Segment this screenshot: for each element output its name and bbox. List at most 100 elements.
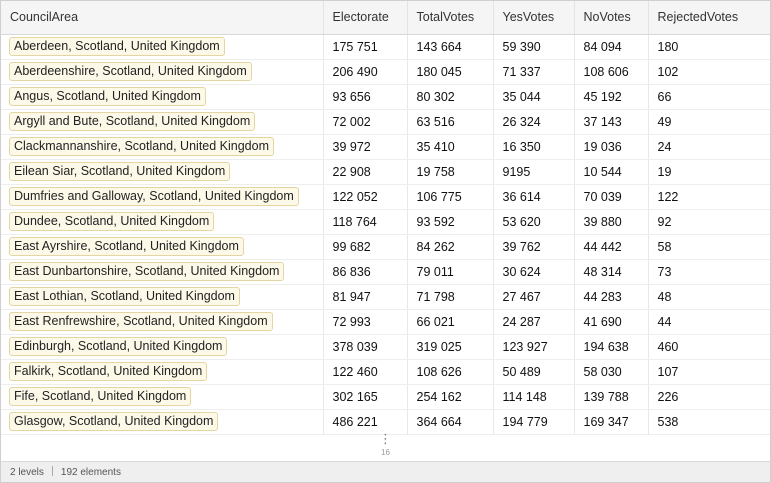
cell-councilarea: East Dunbartonshire, Scotland, United Ki… bbox=[1, 259, 324, 285]
cell-totalvotes: 35 410 bbox=[407, 134, 494, 160]
entity-frame[interactable]: East Ayrshire, Scotland, United Kingdom bbox=[9, 237, 244, 256]
cell-rejectedvotes: 107 bbox=[648, 359, 770, 385]
vertical-ellipsis-icon[interactable]: ⋮ bbox=[379, 431, 392, 446]
more-rows-count: 16 bbox=[381, 448, 390, 457]
cell-yesvotes: 194 779 bbox=[493, 409, 575, 435]
table-row: Eilean Siar, Scotland, United Kingdom 22 … bbox=[1, 159, 770, 185]
table-row: East Dunbartonshire, Scotland, United Ki… bbox=[1, 259, 770, 285]
table-row: East Ayrshire, Scotland, United Kingdom 9… bbox=[1, 234, 770, 260]
cell-yesvotes: 24 287 bbox=[493, 309, 575, 335]
entity-frame[interactable]: Eilean Siar, Scotland, United Kingdom bbox=[9, 162, 231, 181]
column-header-electorate[interactable]: Electorate bbox=[323, 1, 408, 35]
cell-electorate: 175 751 bbox=[323, 34, 408, 60]
entity-frame[interactable]: Edinburgh, Scotland, United Kingdom bbox=[9, 337, 228, 356]
table-row: Argyll and Bute, Scotland, United Kingdo… bbox=[1, 109, 770, 135]
cell-totalvotes: 63 516 bbox=[407, 109, 494, 135]
cell-rejectedvotes: 538 bbox=[648, 409, 770, 435]
entity-frame[interactable]: Falkirk, Scotland, United Kingdom bbox=[9, 362, 208, 381]
table-row: East Renfrewshire, Scotland, United King… bbox=[1, 309, 770, 335]
cell-yesvotes: 27 467 bbox=[493, 284, 575, 310]
table-row: Glasgow, Scotland, United Kingdom 486 221… bbox=[1, 409, 770, 435]
table-row: Falkirk, Scotland, United Kingdom 122 460… bbox=[1, 359, 770, 385]
column-header-councilarea[interactable]: CouncilArea bbox=[1, 1, 324, 35]
cell-rejectedvotes: 48 bbox=[648, 284, 770, 310]
entity-frame[interactable]: Argyll and Bute, Scotland, United Kingdo… bbox=[9, 112, 256, 131]
entity-frame[interactable]: Aberdeenshire, Scotland, United Kingdom bbox=[9, 62, 252, 81]
cell-councilarea: East Ayrshire, Scotland, United Kingdom bbox=[1, 234, 324, 260]
cell-electorate: 93 656 bbox=[323, 84, 408, 110]
cell-rejectedvotes: 460 bbox=[648, 334, 770, 360]
cell-councilarea: Eilean Siar, Scotland, United Kingdom bbox=[1, 159, 324, 185]
cell-totalvotes: 364 664 bbox=[407, 409, 494, 435]
table-row: Angus, Scotland, United Kingdom 93 656 80 … bbox=[1, 84, 770, 110]
column-header-rejectedvotes[interactable]: RejectedVotes bbox=[648, 1, 770, 35]
cell-novotes: 84 094 bbox=[574, 34, 649, 60]
cell-novotes: 41 690 bbox=[574, 309, 649, 335]
column-header-yesvotes[interactable]: YesVotes bbox=[493, 1, 575, 35]
cell-rejectedvotes: 49 bbox=[648, 109, 770, 135]
cell-councilarea: East Lothian, Scotland, United Kingdom bbox=[1, 284, 324, 310]
cell-councilarea: Aberdeen, Scotland, United Kingdom bbox=[1, 34, 324, 60]
cell-councilarea: Clackmannanshire, Scotland, United Kingd… bbox=[1, 134, 324, 160]
cell-councilarea: Angus, Scotland, United Kingdom bbox=[1, 84, 324, 110]
cell-yesvotes: 114 148 bbox=[493, 384, 575, 410]
cell-electorate: 99 682 bbox=[323, 234, 408, 260]
cell-electorate: 378 039 bbox=[323, 334, 408, 360]
entity-frame[interactable]: East Lothian, Scotland, United Kingdom bbox=[9, 287, 240, 306]
cell-electorate: 302 165 bbox=[323, 384, 408, 410]
entity-frame[interactable]: Dundee, Scotland, United Kingdom bbox=[9, 212, 215, 231]
entity-frame[interactable]: East Dunbartonshire, Scotland, United Ki… bbox=[9, 262, 285, 281]
cell-rejectedvotes: 66 bbox=[648, 84, 770, 110]
table-row: Aberdeenshire, Scotland, United Kingdom 2… bbox=[1, 59, 770, 85]
column-header-novotes[interactable]: NoVotes bbox=[574, 1, 649, 35]
entity-frame[interactable]: Aberdeen, Scotland, United Kingdom bbox=[9, 37, 225, 56]
table-row: East Lothian, Scotland, United Kingdom 81… bbox=[1, 284, 770, 310]
table-body: Aberdeen, Scotland, United Kingdom 175 75… bbox=[1, 34, 770, 435]
cell-totalvotes: 108 626 bbox=[407, 359, 494, 385]
cell-electorate: 122 460 bbox=[323, 359, 408, 385]
cell-rejectedvotes: 44 bbox=[648, 309, 770, 335]
entity-frame[interactable]: East Renfrewshire, Scotland, United King… bbox=[9, 312, 273, 331]
cell-yesvotes: 123 927 bbox=[493, 334, 575, 360]
cell-novotes: 19 036 bbox=[574, 134, 649, 160]
column-header-totalvotes[interactable]: TotalVotes bbox=[407, 1, 494, 35]
cell-yesvotes: 50 489 bbox=[493, 359, 575, 385]
cell-totalvotes: 66 021 bbox=[407, 309, 494, 335]
cell-novotes: 45 192 bbox=[574, 84, 649, 110]
cell-novotes: 70 039 bbox=[574, 184, 649, 210]
entity-frame[interactable]: Dumfries and Galloway, Scotland, United … bbox=[9, 187, 299, 206]
table-row: Edinburgh, Scotland, United Kingdom 378 0… bbox=[1, 334, 770, 360]
cell-rejectedvotes: 24 bbox=[648, 134, 770, 160]
status-bar: 2 levels 192 elements bbox=[1, 461, 770, 482]
cell-electorate: 72 002 bbox=[323, 109, 408, 135]
cell-novotes: 48 314 bbox=[574, 259, 649, 285]
cell-electorate: 81 947 bbox=[323, 284, 408, 310]
cell-yesvotes: 39 762 bbox=[493, 234, 575, 260]
levels-count: 2 levels bbox=[10, 467, 44, 478]
table-row: Dumfries and Galloway, Scotland, United … bbox=[1, 184, 770, 210]
cell-totalvotes: 71 798 bbox=[407, 284, 494, 310]
cell-electorate: 39 972 bbox=[323, 134, 408, 160]
entity-frame[interactable]: Angus, Scotland, United Kingdom bbox=[9, 87, 206, 106]
cell-rejectedvotes: 19 bbox=[648, 159, 770, 185]
cell-councilarea: Edinburgh, Scotland, United Kingdom bbox=[1, 334, 324, 360]
cell-totalvotes: 80 302 bbox=[407, 84, 494, 110]
cell-yesvotes: 53 620 bbox=[493, 209, 575, 235]
cell-totalvotes: 180 045 bbox=[407, 59, 494, 85]
cell-novotes: 194 638 bbox=[574, 334, 649, 360]
table-row: Fife, Scotland, United Kingdom 302 165 254… bbox=[1, 384, 770, 410]
table-row: Dundee, Scotland, United Kingdom 118 764 9… bbox=[1, 209, 770, 235]
cell-totalvotes: 84 262 bbox=[407, 234, 494, 260]
elements-count: 192 elements bbox=[60, 467, 121, 478]
cell-councilarea: Fife, Scotland, United Kingdom bbox=[1, 384, 324, 410]
entity-frame[interactable]: Fife, Scotland, United Kingdom bbox=[9, 387, 192, 406]
cell-councilarea: Argyll and Bute, Scotland, United Kingdo… bbox=[1, 109, 324, 135]
cell-rejectedvotes: 122 bbox=[648, 184, 770, 210]
entity-frame[interactable]: Glasgow, Scotland, United Kingdom bbox=[9, 412, 219, 431]
more-rows-indicator[interactable]: ⋮ 16 bbox=[1, 431, 770, 459]
cell-councilarea: Dundee, Scotland, United Kingdom bbox=[1, 209, 324, 235]
cell-electorate: 206 490 bbox=[323, 59, 408, 85]
entity-frame[interactable]: Clackmannanshire, Scotland, United Kingd… bbox=[9, 137, 274, 156]
cell-rejectedvotes: 102 bbox=[648, 59, 770, 85]
cell-novotes: 10 544 bbox=[574, 159, 649, 185]
